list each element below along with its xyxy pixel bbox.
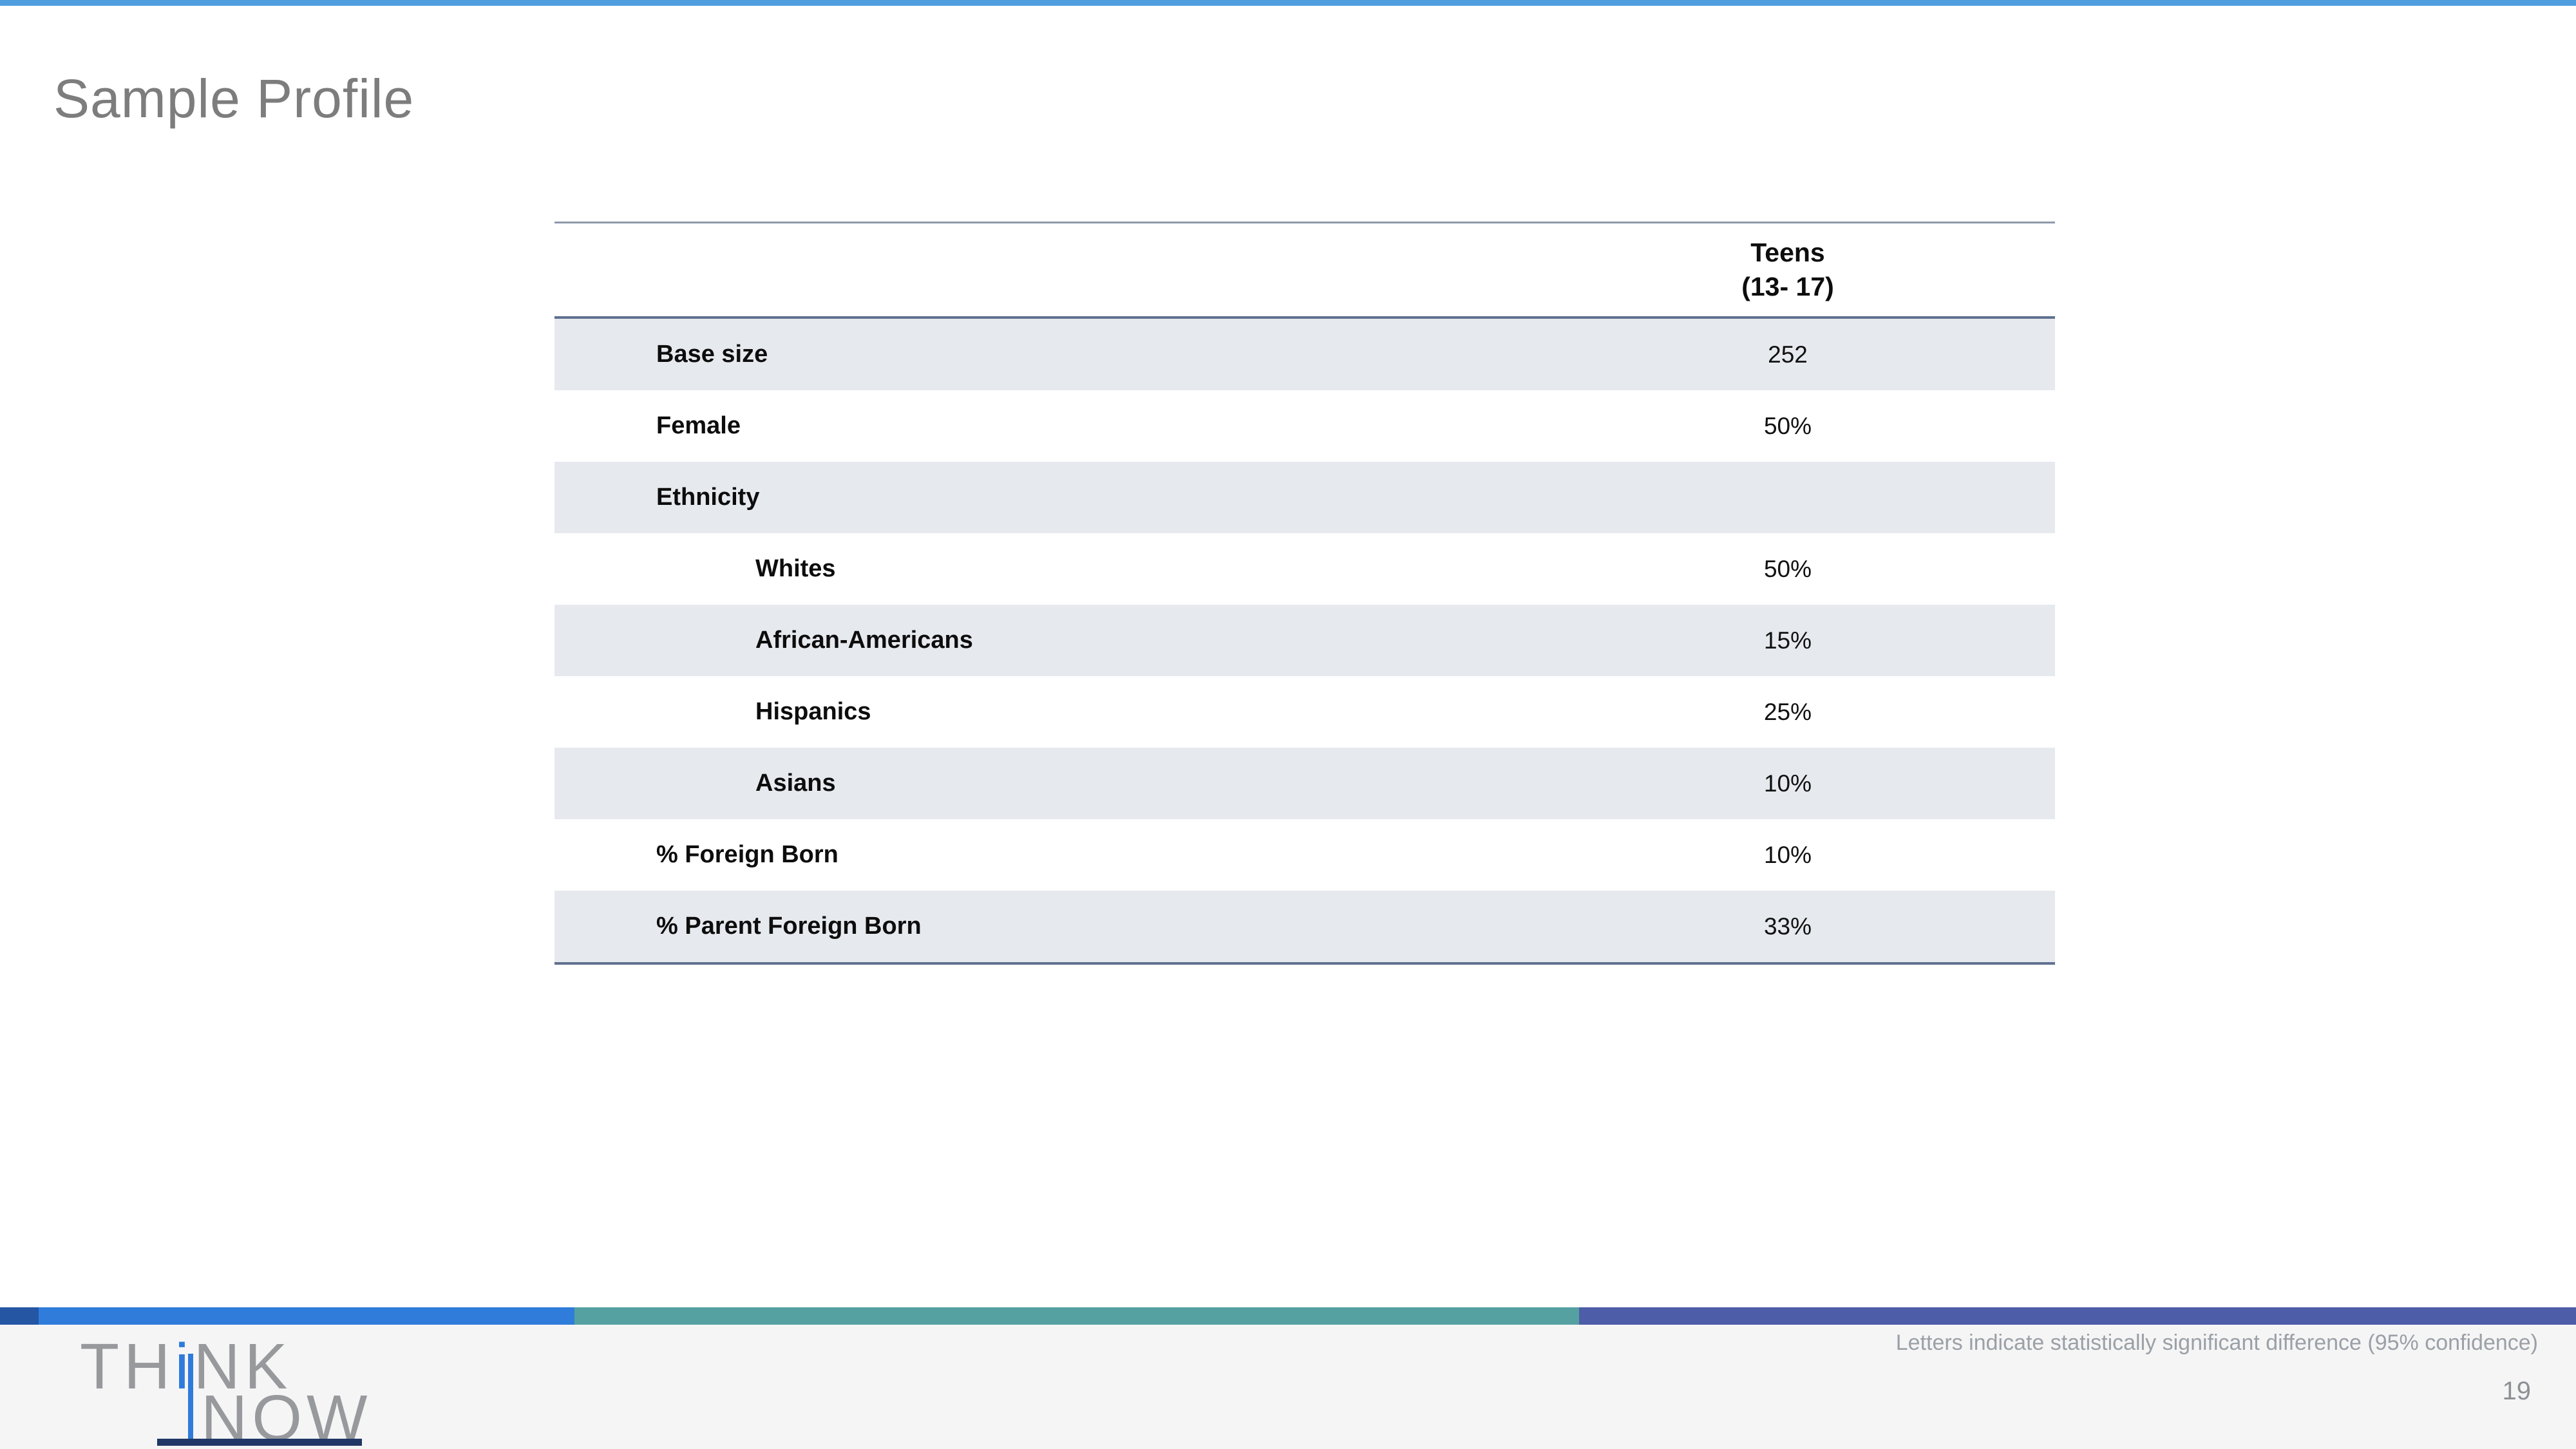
row-value: 33% xyxy=(1763,913,1812,940)
logo-text-th: TH xyxy=(80,1331,175,1403)
logo-line1: THiNK xyxy=(80,1334,292,1399)
logo-underline xyxy=(157,1439,362,1446)
table-body: Base size 252 Female 50% Ethnicity White… xyxy=(554,319,2055,962)
row-label: % Foreign Born xyxy=(656,841,838,868)
row-label: Asians xyxy=(755,770,836,797)
page-number: 19 xyxy=(2502,1377,2532,1405)
row-value: 252 xyxy=(1768,341,1808,368)
table-row: % Parent Foreign Born 33% xyxy=(554,891,2055,962)
table-row: African-Americans 15% xyxy=(554,605,2055,676)
logo-line2: NOW xyxy=(201,1382,372,1449)
table-row: Ethnicity xyxy=(554,462,2055,533)
row-value: 15% xyxy=(1763,627,1812,654)
stripe-segment-3 xyxy=(574,1307,1579,1325)
row-value: 10% xyxy=(1763,841,1812,868)
table-row: Base size 252 xyxy=(554,319,2055,390)
table-header-spacer xyxy=(554,223,1520,316)
row-value: 10% xyxy=(1763,770,1812,797)
footer-color-stripe xyxy=(0,1307,2576,1325)
table-row: Asians 10% xyxy=(554,748,2055,819)
stripe-segment-1 xyxy=(0,1307,39,1325)
stripe-segment-2 xyxy=(39,1307,574,1325)
logo-text-nk: NK xyxy=(193,1331,292,1403)
row-value: 25% xyxy=(1763,698,1812,725)
footer-area xyxy=(0,1325,2576,1449)
table-header-line1: Teens xyxy=(1750,237,1825,267)
table-header-row: Teens (13- 17) xyxy=(554,223,2055,319)
row-label: African-Americans xyxy=(755,627,973,654)
page-title: Sample Profile xyxy=(53,68,415,129)
top-accent-line xyxy=(0,0,2576,6)
row-label: Base size xyxy=(656,341,768,368)
table-header-cell: Teens (13- 17) xyxy=(1520,223,2055,316)
logo-letter-i: i xyxy=(175,1331,194,1403)
footer-note: Letters indicate statistically significa… xyxy=(1895,1331,2538,1355)
row-label: Ethnicity xyxy=(656,484,760,511)
row-label: Female xyxy=(656,412,741,439)
table-row: % Foreign Born 10% xyxy=(554,819,2055,891)
logo-vertical-line xyxy=(188,1354,193,1439)
table-row: Hispanics 25% xyxy=(554,676,2055,748)
sample-profile-table: Teens (13- 17) Base size 252 Female 50% … xyxy=(554,222,2055,965)
thinknow-logo: THiNK NOW xyxy=(80,1334,466,1449)
row-label: % Parent Foreign Born xyxy=(656,913,922,940)
row-label: Hispanics xyxy=(755,698,871,725)
table-row: Whites 50% xyxy=(554,533,2055,605)
stripe-segment-4 xyxy=(1579,1307,2576,1325)
row-value: 50% xyxy=(1763,412,1812,439)
table-header-line2: (13- 17) xyxy=(1741,272,1834,301)
row-value: 50% xyxy=(1763,555,1812,582)
row-label: Whites xyxy=(755,555,836,582)
table-row: Female 50% xyxy=(554,390,2055,462)
